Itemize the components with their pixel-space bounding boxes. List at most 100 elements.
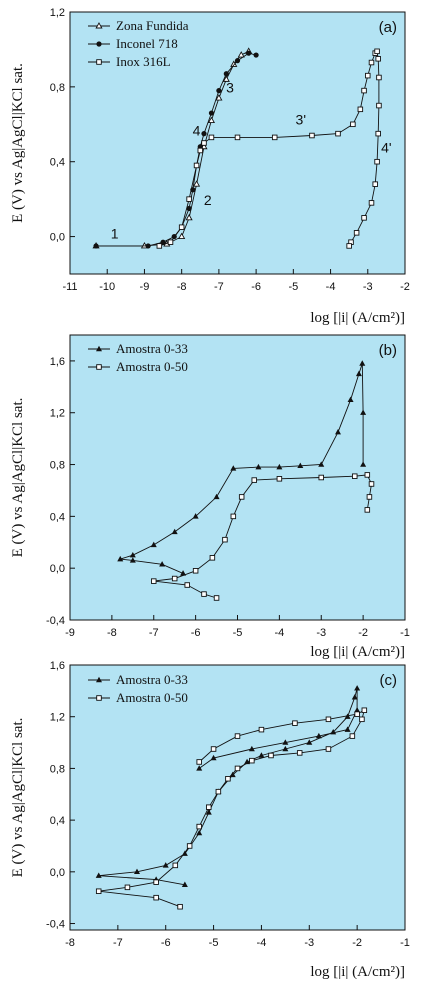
data-point bbox=[196, 759, 202, 765]
x-tick-label: -6 bbox=[191, 627, 201, 639]
data-point bbox=[318, 461, 325, 467]
x-tick-label: -1 bbox=[400, 627, 410, 639]
data-point bbox=[374, 158, 380, 165]
panel-label: (a) bbox=[379, 19, 397, 36]
data-point bbox=[213, 493, 220, 500]
x-tick-label: -7 bbox=[214, 281, 224, 293]
legend-label: Amostra 0-50 bbox=[116, 359, 188, 374]
data-point bbox=[201, 140, 207, 146]
y-axis-title: E (V) vs Ag|AgCl|KCl sat. bbox=[10, 718, 26, 878]
series-amostra-0-50 bbox=[150, 472, 375, 601]
data-point bbox=[368, 481, 375, 487]
x-tick-label: -11 bbox=[62, 281, 77, 293]
data-point bbox=[296, 750, 303, 756]
data-point bbox=[96, 41, 102, 47]
x-tick-label: -7 bbox=[149, 627, 159, 639]
x-axis-title: log [|i| (A/cm²)] bbox=[310, 964, 405, 980]
chart-panel: -11 -10 -9 -8 -7 -6 -5 -4 -3 -2 0,0 0,4 0,8 1,2 1 2 3 4 3'… bbox=[10, 7, 410, 326]
data-point bbox=[325, 716, 332, 723]
data-point bbox=[354, 711, 360, 717]
y-tick-label: 0,0 bbox=[50, 563, 65, 575]
data-point bbox=[181, 881, 188, 887]
data-point bbox=[209, 555, 216, 561]
data-point bbox=[222, 75, 230, 82]
curve-annotation: 4' bbox=[381, 139, 391, 155]
data-point bbox=[376, 102, 382, 109]
data-point bbox=[93, 243, 99, 249]
data-point bbox=[361, 707, 368, 713]
y-axis-title: E (V) vs Ag|AgCl|KCl sat. bbox=[10, 63, 26, 223]
data-point bbox=[354, 707, 361, 713]
data-point bbox=[192, 180, 201, 187]
y-tick-label: 1,6 bbox=[50, 660, 65, 672]
data-point bbox=[268, 752, 274, 759]
data-point bbox=[375, 56, 381, 62]
x-tick-label: -5 bbox=[233, 627, 243, 639]
data-point bbox=[309, 132, 315, 139]
data-point bbox=[276, 463, 283, 470]
data-point bbox=[215, 788, 222, 795]
data-point bbox=[355, 370, 362, 377]
data-point bbox=[376, 74, 382, 81]
legend-label: Inconel 718 bbox=[116, 36, 178, 51]
y-tick-label: 0,0 bbox=[50, 867, 65, 879]
curve-annotation: 3 bbox=[226, 79, 234, 95]
data-point bbox=[347, 396, 354, 402]
data-point bbox=[197, 147, 204, 154]
data-point bbox=[258, 726, 265, 733]
data-point bbox=[95, 22, 103, 29]
data-point bbox=[253, 52, 259, 58]
plot-area bbox=[69, 334, 406, 621]
data-point bbox=[184, 582, 190, 588]
data-point bbox=[297, 462, 304, 469]
data-point bbox=[150, 541, 157, 548]
series-line bbox=[98, 709, 366, 908]
data-point bbox=[248, 745, 255, 752]
data-point bbox=[96, 695, 102, 701]
data-point bbox=[354, 685, 361, 691]
series-inox-316l bbox=[156, 48, 382, 249]
y-tick-label: 0,8 bbox=[50, 82, 65, 94]
data-point bbox=[201, 131, 207, 137]
data-point bbox=[208, 134, 215, 141]
data-point bbox=[95, 872, 102, 878]
data-point bbox=[196, 765, 203, 771]
data-point bbox=[366, 494, 373, 500]
series-amostra-0-33 bbox=[117, 360, 367, 576]
data-point bbox=[360, 461, 367, 467]
x-tick-label: -4 bbox=[274, 627, 284, 639]
x-tick-label: -3 bbox=[304, 937, 314, 949]
data-point bbox=[196, 823, 202, 830]
chart-panel: -8 -7 -6 -5 -4 -3 -2 -1 -0,4 0,0 0,4 0,8 1,2 1,6 Amost… bbox=[10, 660, 410, 980]
data-point bbox=[186, 843, 193, 849]
y-axis-title: E (V) vs Ag|AgCl|KCl sat. bbox=[10, 398, 26, 558]
x-tick-label: -4 bbox=[257, 937, 267, 949]
data-point bbox=[216, 88, 222, 94]
data-point bbox=[276, 476, 283, 482]
data-point bbox=[171, 528, 178, 535]
data-point bbox=[96, 676, 102, 683]
data-point bbox=[282, 739, 289, 745]
x-tick-label: -10 bbox=[99, 281, 115, 293]
x-tick-label: -3 bbox=[316, 627, 326, 639]
data-point bbox=[364, 472, 371, 478]
data-point bbox=[353, 230, 360, 236]
data-point bbox=[222, 536, 228, 543]
panel-label: (b) bbox=[379, 342, 397, 359]
y-tick-label: 1,2 bbox=[50, 712, 65, 724]
curve-annotation: 2 bbox=[204, 192, 212, 208]
data-point bbox=[186, 205, 192, 212]
data-point bbox=[185, 213, 193, 221]
data-point bbox=[207, 116, 216, 123]
data-point bbox=[150, 578, 157, 584]
data-point bbox=[234, 765, 241, 772]
data-point bbox=[365, 72, 371, 79]
data-point bbox=[210, 746, 217, 752]
data-point bbox=[193, 162, 200, 169]
series-inconel-718 bbox=[93, 50, 259, 249]
data-point bbox=[350, 121, 356, 128]
data-point bbox=[117, 555, 124, 562]
data-point bbox=[167, 239, 174, 245]
legend-label: Zona Fundida bbox=[116, 18, 189, 33]
data-point bbox=[318, 474, 325, 481]
